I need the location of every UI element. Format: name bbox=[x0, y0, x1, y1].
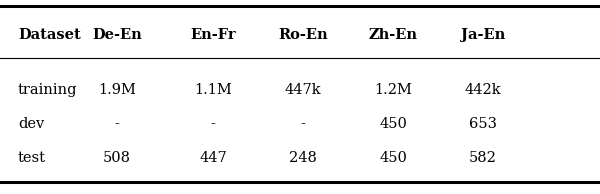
Text: 1.9M: 1.9M bbox=[98, 83, 136, 97]
Text: Ro-En: Ro-En bbox=[278, 28, 328, 42]
Text: 447k: 447k bbox=[284, 83, 322, 97]
Text: -: - bbox=[301, 117, 305, 131]
Text: 248: 248 bbox=[289, 151, 317, 165]
Text: Dataset: Dataset bbox=[18, 28, 81, 42]
Text: 1.2M: 1.2M bbox=[374, 83, 412, 97]
Text: 653: 653 bbox=[469, 117, 497, 131]
Text: -: - bbox=[115, 117, 119, 131]
Text: 450: 450 bbox=[379, 151, 407, 165]
Text: 1.1M: 1.1M bbox=[194, 83, 232, 97]
Text: En-Fr: En-Fr bbox=[190, 28, 236, 42]
Text: training: training bbox=[18, 83, 77, 97]
Text: Ja-En: Ja-En bbox=[461, 28, 505, 42]
Text: De-En: De-En bbox=[92, 28, 142, 42]
Text: 450: 450 bbox=[379, 117, 407, 131]
Text: 508: 508 bbox=[103, 151, 131, 165]
Text: 447: 447 bbox=[199, 151, 227, 165]
Text: dev: dev bbox=[18, 117, 44, 131]
Text: -: - bbox=[211, 117, 215, 131]
Text: test: test bbox=[18, 151, 46, 165]
Text: Zh-En: Zh-En bbox=[368, 28, 418, 42]
Text: 442k: 442k bbox=[464, 83, 502, 97]
Text: 582: 582 bbox=[469, 151, 497, 165]
